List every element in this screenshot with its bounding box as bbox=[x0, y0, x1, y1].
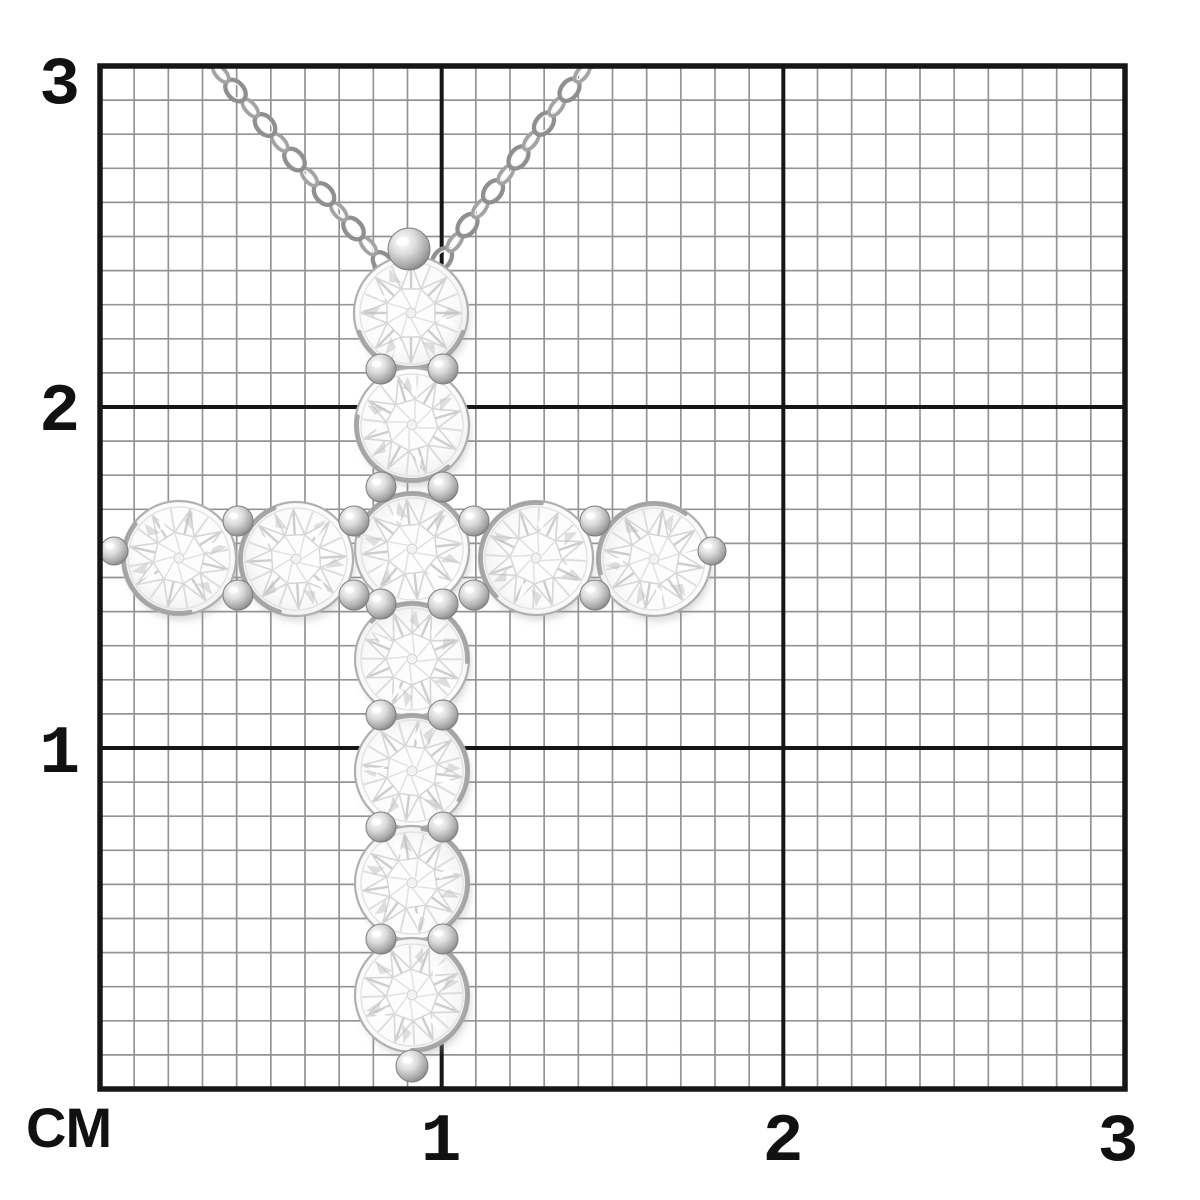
prong-bead bbox=[697, 536, 727, 566]
prong-bead bbox=[222, 579, 254, 611]
prong-bead bbox=[338, 579, 370, 611]
prong-bead bbox=[427, 471, 459, 503]
diamond-center bbox=[353, 490, 471, 608]
prong-bead bbox=[365, 588, 397, 620]
prong-bead bbox=[427, 699, 459, 731]
prong-bead bbox=[338, 505, 370, 537]
prong-bead bbox=[365, 699, 397, 731]
left-tick-3: 3 bbox=[39, 47, 80, 124]
diamond-arm-right bbox=[477, 499, 595, 617]
diamond-vertical-4 bbox=[353, 600, 471, 718]
prong-bead bbox=[222, 505, 254, 537]
prong-bead bbox=[579, 505, 611, 537]
prong-bead bbox=[365, 353, 397, 385]
unit-label-cm: CM bbox=[26, 1096, 111, 1159]
left-tick-1: 1 bbox=[39, 716, 80, 793]
left-tick-labels: 3 2 1 bbox=[39, 47, 80, 793]
prong-bead bbox=[427, 588, 459, 620]
left-tick-2: 2 bbox=[39, 374, 80, 451]
prong-bead bbox=[427, 811, 459, 843]
prong-bead bbox=[579, 579, 611, 611]
prong-bead bbox=[365, 923, 397, 955]
prong-bead bbox=[458, 505, 490, 537]
prong-bead bbox=[427, 923, 459, 955]
prong-bead bbox=[395, 1049, 429, 1083]
prong-bead bbox=[387, 227, 431, 271]
bottom-tick-labels: CM 1 2 3 bbox=[26, 1096, 1138, 1181]
diamond-vertical-top bbox=[352, 254, 470, 372]
diamond-arm-left bbox=[237, 500, 355, 618]
prong-bead bbox=[458, 579, 490, 611]
prong-bead bbox=[365, 471, 397, 503]
diamond-arm-left-end bbox=[120, 499, 238, 617]
bottom-tick-3: 3 bbox=[1098, 1104, 1139, 1181]
prong-bead bbox=[427, 353, 459, 385]
diamond-vertical-bottom bbox=[353, 936, 471, 1054]
diamond-vertical-2 bbox=[353, 366, 471, 484]
grid-border bbox=[97, 63, 1128, 1092]
diamond-vertical-6 bbox=[353, 824, 471, 942]
cross-pendant-necklace bbox=[100, 66, 727, 1083]
prong-bead bbox=[100, 536, 129, 566]
bottom-tick-2: 2 bbox=[763, 1104, 804, 1181]
bottom-tick-1: 1 bbox=[421, 1104, 462, 1181]
prong-bead bbox=[365, 811, 397, 843]
